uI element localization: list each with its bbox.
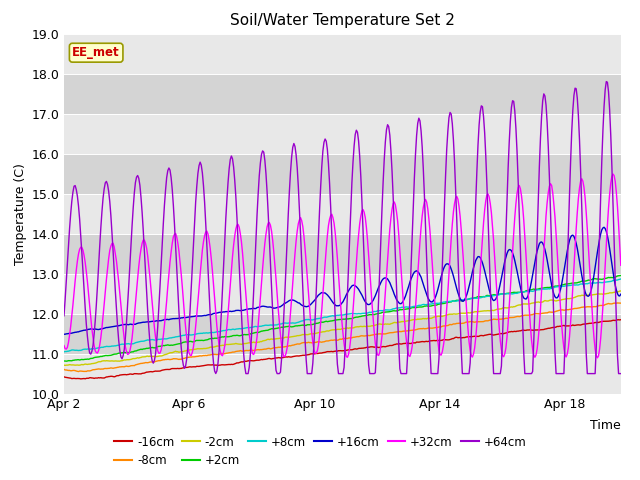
+8cm (604, 279, 611, 285)
Line: -8cm: -8cm (64, 303, 621, 372)
+64cm (329, 260, 337, 265)
+64cm (606, 107, 614, 113)
+8cm (60, 349, 68, 355)
-8cm (75, 369, 83, 374)
+16cm (617, 291, 625, 297)
+16cm (328, 298, 335, 304)
+2cm (605, 275, 612, 280)
+16cm (392, 294, 399, 300)
+32cm (392, 202, 399, 208)
+64cm (518, 282, 525, 288)
+2cm (62, 358, 70, 364)
+8cm (328, 313, 335, 319)
Legend: -16cm, -8cm, -2cm, +2cm, +8cm, +16cm, +32cm, +64cm: -16cm, -8cm, -2cm, +2cm, +8cm, +16cm, +3… (115, 435, 526, 468)
Bar (64, 73, 621, 114)
+32cm (516, 186, 524, 192)
Line: +32cm: +32cm (64, 174, 621, 358)
+2cm (329, 318, 337, 324)
+2cm (393, 308, 401, 314)
-16cm (518, 328, 525, 334)
+16cm (324, 293, 332, 299)
+16cm (605, 239, 612, 245)
-2cm (362, 324, 370, 329)
-16cm (60, 374, 68, 380)
+16cm (362, 299, 369, 305)
Bar (64, 193, 621, 234)
+2cm (60, 358, 68, 364)
-8cm (518, 313, 525, 319)
+32cm (362, 215, 369, 221)
Bar (64, 154, 621, 193)
-8cm (617, 300, 625, 306)
-8cm (60, 366, 68, 372)
Text: Time: Time (590, 419, 621, 432)
-16cm (329, 349, 337, 355)
Bar (64, 354, 621, 394)
+64cm (362, 314, 370, 320)
-8cm (362, 333, 370, 338)
+32cm (617, 263, 625, 268)
-2cm (329, 327, 337, 333)
-2cm (60, 362, 68, 368)
Line: +16cm: +16cm (64, 227, 621, 334)
-16cm (617, 317, 625, 323)
+64cm (602, 79, 610, 84)
+16cm (60, 331, 68, 337)
-2cm (61, 362, 69, 368)
-2cm (326, 328, 333, 334)
-8cm (326, 337, 333, 343)
-16cm (77, 376, 84, 382)
-16cm (393, 341, 401, 347)
Y-axis label: Temperature (C): Temperature (C) (14, 163, 27, 264)
+2cm (617, 273, 625, 278)
Line: +8cm: +8cm (64, 279, 621, 352)
Line: -16cm: -16cm (64, 320, 621, 379)
Line: +64cm: +64cm (64, 82, 621, 373)
+8cm (362, 311, 369, 316)
Bar (64, 234, 621, 274)
Bar (64, 274, 621, 313)
+32cm (605, 205, 612, 211)
+16cm (516, 285, 524, 290)
-8cm (605, 300, 612, 306)
Title: Soil/Water Temperature Set 2: Soil/Water Temperature Set 2 (230, 13, 455, 28)
+32cm (593, 355, 601, 361)
+8cm (392, 305, 399, 311)
+8cm (516, 289, 524, 295)
+8cm (324, 314, 332, 320)
+32cm (324, 223, 332, 228)
+64cm (326, 180, 333, 186)
+8cm (617, 276, 625, 282)
-16cm (605, 318, 612, 324)
+32cm (60, 343, 68, 348)
-2cm (518, 301, 525, 307)
Bar (64, 34, 621, 73)
-2cm (605, 290, 612, 296)
Bar (64, 114, 621, 154)
-16cm (362, 345, 370, 350)
+64cm (60, 313, 68, 319)
-8cm (329, 337, 337, 343)
+2cm (518, 289, 525, 295)
+16cm (600, 224, 608, 230)
Line: -2cm: -2cm (64, 291, 621, 365)
-8cm (614, 300, 621, 306)
+64cm (242, 371, 250, 376)
+32cm (328, 211, 335, 217)
+64cm (393, 286, 401, 291)
Bar (64, 313, 621, 354)
+32cm (609, 171, 617, 177)
-8cm (393, 329, 401, 335)
+64cm (617, 371, 625, 376)
Text: EE_met: EE_met (72, 46, 120, 59)
-2cm (617, 288, 625, 294)
+2cm (326, 318, 333, 324)
-16cm (326, 349, 333, 355)
Line: +2cm: +2cm (64, 276, 621, 361)
+2cm (362, 312, 370, 318)
-2cm (393, 320, 401, 325)
